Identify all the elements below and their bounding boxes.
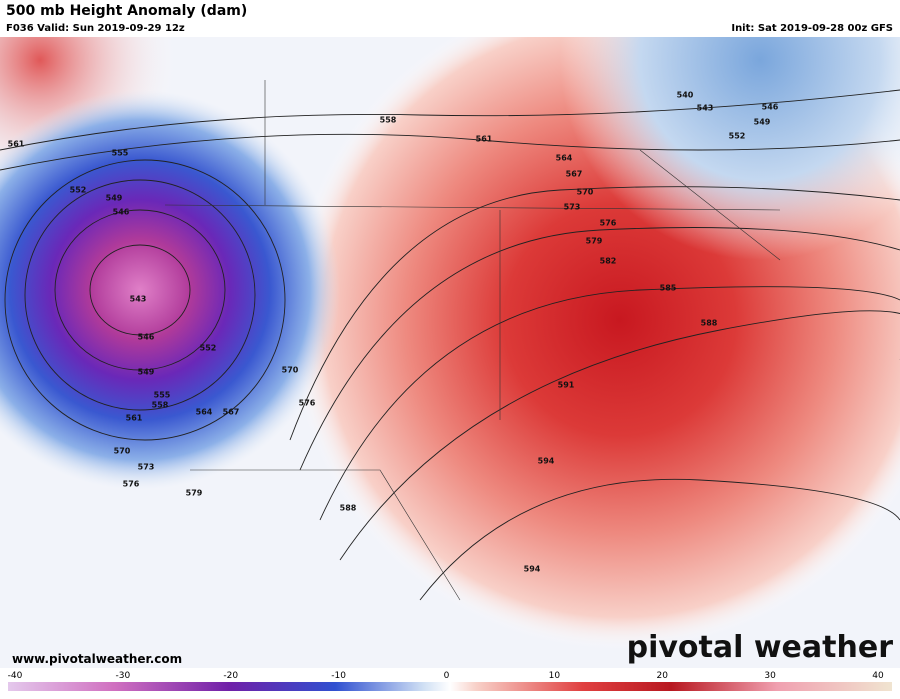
- contour-label: 591: [558, 381, 575, 390]
- contour-label: 546: [138, 333, 155, 342]
- contour-label: 558: [152, 401, 169, 410]
- contour-label: 561: [126, 414, 143, 423]
- contour-label: 576: [123, 480, 140, 489]
- contour-label: 552: [729, 132, 746, 141]
- contour-label: 567: [566, 170, 583, 179]
- contour-label: 561: [476, 135, 493, 144]
- colorbar-tick-label: -20: [223, 671, 238, 681]
- contour-label: 570: [577, 188, 594, 197]
- contour-label: 561: [8, 140, 25, 149]
- contour-label: 585: [660, 284, 677, 293]
- contour-label: 555: [112, 149, 129, 158]
- title: 500 mb Height Anomaly (dam): [6, 3, 247, 19]
- borders: [164, 80, 781, 601]
- contour-label: 579: [586, 237, 603, 246]
- contour-label: 570: [282, 366, 299, 375]
- contour-label: 588: [340, 504, 357, 513]
- colorbar: [8, 682, 892, 691]
- contour-label: 549: [106, 194, 123, 203]
- colorbar-tick-label: -40: [8, 671, 23, 681]
- contour-label: 540: [677, 91, 694, 100]
- contour-label: 588: [701, 319, 718, 328]
- colorbar-tick-label: 10: [549, 671, 561, 681]
- contour-label: 573: [564, 203, 581, 212]
- watermark: pivotal weather: [627, 630, 894, 665]
- contour-label: 549: [754, 118, 771, 127]
- contour-label: 567: [223, 408, 240, 417]
- contour-label: 555: [154, 391, 171, 400]
- contour-label: 582: [600, 257, 617, 266]
- colorbar-tick-label: 0: [444, 671, 450, 681]
- colorbar-tick-label: 40: [872, 671, 884, 681]
- contour-label: 594: [524, 565, 541, 574]
- url: www.pivotalweather.com: [12, 652, 182, 666]
- contour-label: 543: [697, 104, 714, 113]
- contour-label: 558: [380, 116, 397, 125]
- contour-label: 576: [600, 219, 617, 228]
- colorbar-ticks: -40 -30 -20 -10 0 10 20 30 40: [8, 671, 884, 681]
- contour-label: 552: [200, 344, 217, 353]
- contour-label: 546: [113, 208, 130, 217]
- contour-label: 564: [196, 408, 213, 417]
- colorbar-tick-label: -10: [331, 671, 346, 681]
- contour-label: 543: [130, 295, 147, 304]
- init-time: Init: Sat 2019-09-28 00z GFS: [731, 23, 893, 34]
- valid-time: F036 Valid: Sun 2019-09-29 12z: [6, 23, 185, 34]
- contour-label: 576: [299, 399, 316, 408]
- contour-label: 564: [556, 154, 573, 163]
- contour-label: 594: [538, 457, 555, 466]
- contour-label: 579: [186, 489, 203, 498]
- contour-label: 570: [114, 447, 131, 456]
- contour-label: 552: [70, 186, 87, 195]
- contour-label: 573: [138, 463, 155, 472]
- colorbar-tick-label: 20: [657, 671, 669, 681]
- colorbar-tick-label: -30: [116, 671, 131, 681]
- contour-label: 546: [762, 103, 779, 112]
- contours: [0, 89, 900, 601]
- colorbar-tick-label: 30: [764, 671, 776, 681]
- contour-label: 549: [138, 368, 155, 377]
